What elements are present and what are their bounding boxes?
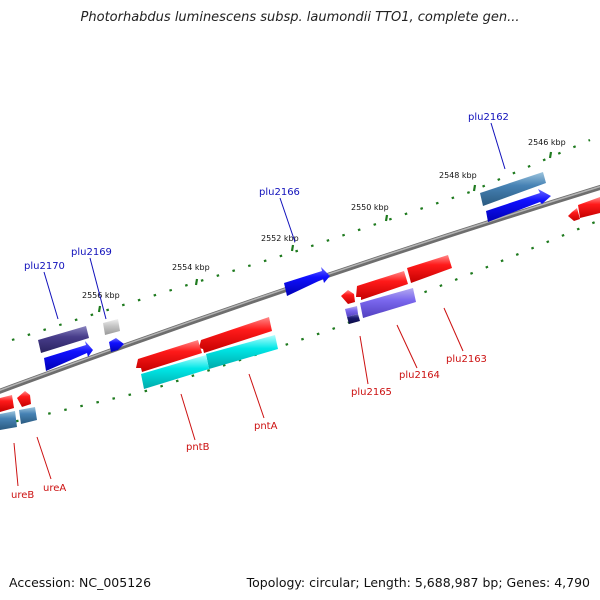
topology-text: Topology: circular; Length: 5,688,987 bp… <box>246 575 590 590</box>
gene-arrow-right-small[interactable] <box>568 208 580 221</box>
gene-arrow-ureB-red[interactable] <box>0 395 14 412</box>
gene-arrow-plu2165-navy[interactable] <box>345 306 358 317</box>
gene-label-plu2166[interactable]: plu2166 <box>259 187 300 198</box>
gene-arrow-plu2170[interactable] <box>44 341 93 371</box>
gene-label-plu2165[interactable]: plu2165 <box>351 387 392 398</box>
gene-label-pntB[interactable]: pntB <box>186 442 210 453</box>
tick-label-2546: 2546 kbp <box>528 138 566 147</box>
gene-arrow-pntA-cyan[interactable] <box>206 335 278 369</box>
accession-text: Accession: NC_005126 <box>9 575 152 590</box>
gene-arrow-plu2165[interactable] <box>341 290 355 304</box>
gene-arrow-plu2170-navy[interactable] <box>38 326 89 353</box>
gene-arrow-plu2163[interactable] <box>407 255 452 283</box>
gene-arrow-plu2169[interactable] <box>109 338 124 352</box>
gene-arrow-plu2169-gray[interactable] <box>103 319 120 335</box>
gene-label-plu2169[interactable]: plu2169 <box>71 247 112 258</box>
gene-arrow-ureA[interactable] <box>19 407 37 424</box>
tick-label-2552: 2552 kbp <box>261 234 299 243</box>
forward-leader-lines <box>43 122 506 320</box>
map-title: Photorhabdus luminescens subsp. laumondi… <box>80 10 520 25</box>
gene-arrow-plu2165-deep[interactable] <box>347 314 360 324</box>
gene-arrow-ureA-red[interactable] <box>17 391 31 407</box>
tick-label-2556: 2556 kbp <box>82 291 120 300</box>
gene-arrow-ureB[interactable] <box>0 411 17 430</box>
gene-arrow-pntA[interactable] <box>199 317 272 353</box>
reverse-leader-lines <box>13 307 464 487</box>
gene-label-ureB[interactable]: ureB <box>11 490 34 501</box>
gene-label-plu2162[interactable]: plu2162 <box>468 112 509 123</box>
gene-arrow-plu2166[interactable] <box>284 267 330 296</box>
gene-arrow-plu2164[interactable] <box>356 271 408 300</box>
gene-arrow-pntB-cyan[interactable] <box>141 355 209 389</box>
major-ticks <box>97 151 553 313</box>
gene-label-pntA[interactable]: pntA <box>254 421 278 432</box>
gene-arrow-plu2164-violet[interactable] <box>360 288 416 318</box>
tick-label-2550: 2550 kbp <box>351 203 389 212</box>
gene-label-plu2163[interactable]: plu2163 <box>446 354 487 365</box>
gene-arrow-right-edge[interactable] <box>578 197 600 218</box>
gene-label-ureA[interactable]: ureA <box>43 483 66 494</box>
gene-arrow-plu2162-steel[interactable] <box>480 172 546 206</box>
gene-label-plu2164[interactable]: plu2164 <box>399 370 440 381</box>
gene-arrow-plu2162[interactable] <box>486 189 551 222</box>
tick-label-2548: 2548 kbp <box>439 171 477 180</box>
tick-label-2554: 2554 kbp <box>172 263 210 272</box>
gene-label-plu2170[interactable]: plu2170 <box>24 261 65 272</box>
gene-arrow-pntB[interactable] <box>136 340 202 372</box>
